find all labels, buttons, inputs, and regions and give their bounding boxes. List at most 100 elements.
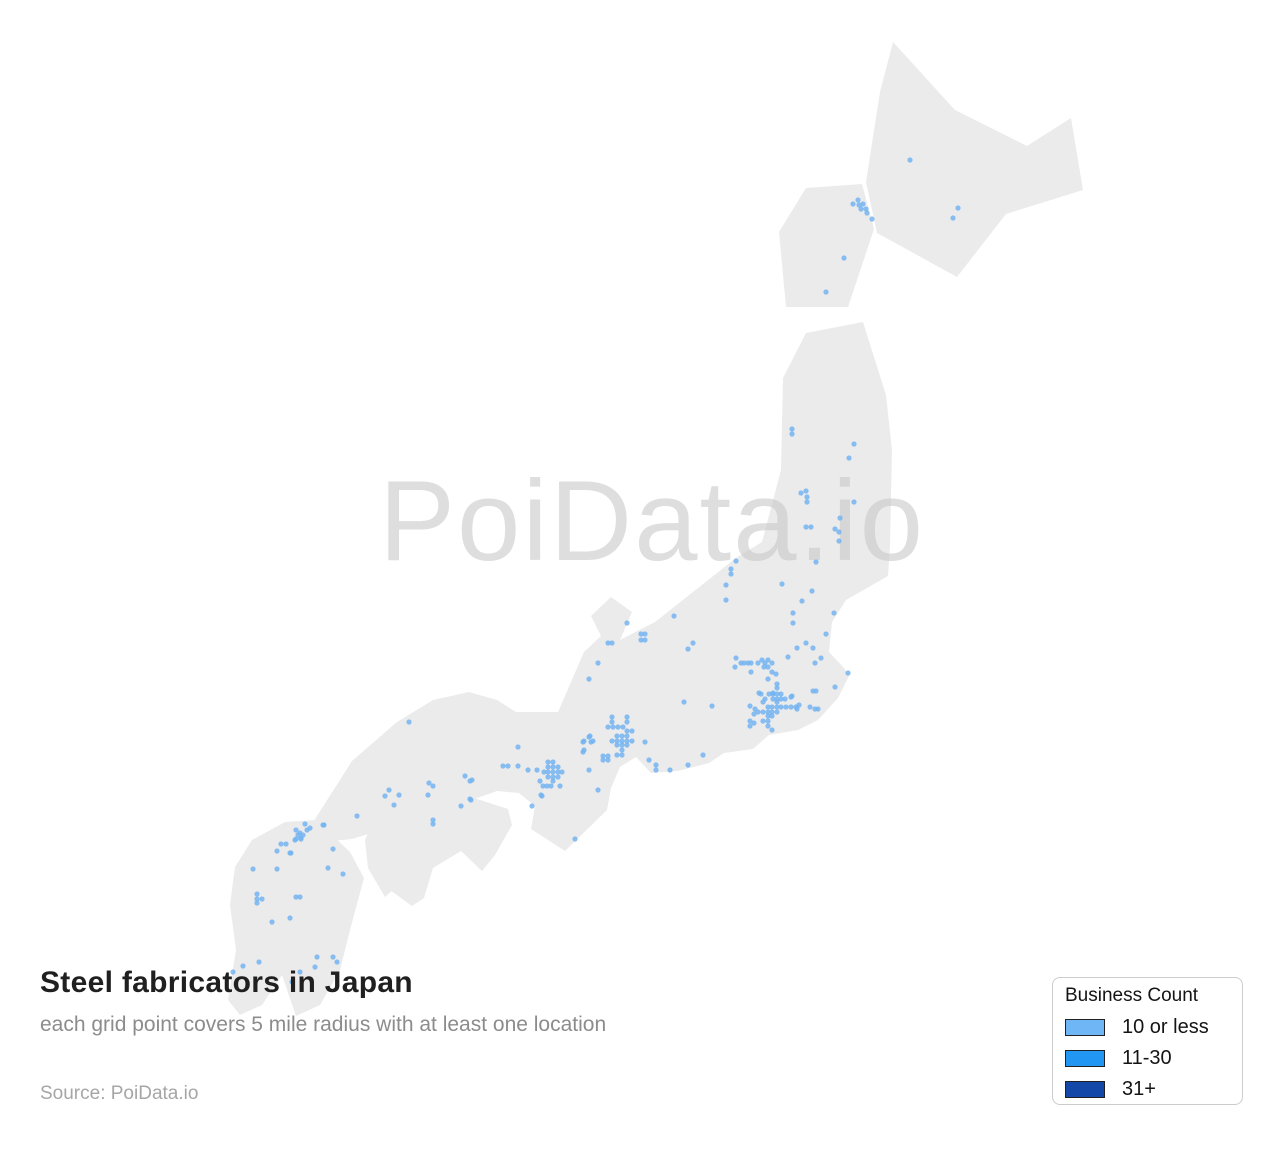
poi-dot <box>550 774 556 780</box>
poi-dot <box>769 713 775 719</box>
poi-dot <box>765 704 771 710</box>
poi-dot <box>638 631 644 637</box>
poi-dot <box>733 655 739 661</box>
poi-dot <box>620 724 626 730</box>
poi-dot <box>334 959 340 965</box>
poi-dot <box>769 727 775 733</box>
poi-dot <box>295 832 301 838</box>
poi-dot <box>614 742 620 748</box>
poi-dot <box>624 742 630 748</box>
poi-dot <box>770 691 776 697</box>
poi-dot <box>741 660 747 666</box>
poi-dot <box>832 684 838 690</box>
poi-dot <box>300 832 306 838</box>
poi-dot <box>788 694 794 700</box>
poi-dot <box>540 783 546 789</box>
poi-dot <box>605 757 611 763</box>
poi-dot <box>325 865 331 871</box>
poi-dot <box>765 676 771 682</box>
poi-dot <box>430 817 436 823</box>
poi-dot <box>851 499 857 505</box>
poi-dot <box>823 631 829 637</box>
poi-dot <box>765 713 771 719</box>
hokkaido-landmass <box>866 42 1083 277</box>
poi-dot <box>274 866 280 872</box>
poi-dot <box>785 654 791 660</box>
poi-dot <box>667 767 673 773</box>
poi-dot <box>254 891 260 897</box>
poi-dot <box>823 289 829 295</box>
legend-box: Business Count 10 or less 11-30 31+ <box>1052 977 1243 1105</box>
poi-dot <box>782 696 788 702</box>
poi-dot <box>287 915 293 921</box>
poi-dot <box>804 499 810 505</box>
poi-dot <box>723 582 729 588</box>
poi-dot <box>557 783 563 789</box>
chart-subtitle: each grid point covers 5 mile radius wit… <box>40 1013 607 1036</box>
poi-dot <box>836 529 842 535</box>
poi-dot <box>807 704 813 710</box>
poi-dot <box>269 919 275 925</box>
poi-dot <box>559 769 565 775</box>
poi-dot <box>845 670 851 676</box>
poi-dot <box>774 699 780 705</box>
poi-dot <box>619 738 625 744</box>
poi-dot <box>505 763 511 769</box>
poi-dot <box>851 441 857 447</box>
poi-dot <box>624 728 630 734</box>
poi-dot <box>653 767 659 773</box>
poi-dot <box>250 866 256 872</box>
poi-dot <box>831 610 837 616</box>
poi-dot <box>723 597 729 603</box>
poi-dot <box>761 664 767 670</box>
poi-dot <box>278 841 284 847</box>
poi-dot <box>259 896 265 902</box>
legend-label: 10 or less <box>1122 1015 1209 1038</box>
poi-dot <box>812 660 818 666</box>
poi-dot <box>304 827 310 833</box>
poi-dot <box>614 752 620 758</box>
poi-dot <box>467 778 473 784</box>
poi-dot <box>430 783 436 789</box>
poi-dot <box>254 900 260 906</box>
poi-dot <box>813 559 819 565</box>
poi-dot <box>747 723 753 729</box>
poi-dot <box>581 738 587 744</box>
poi-dot <box>386 787 392 793</box>
poi-dot <box>789 431 795 437</box>
poi-dot <box>595 787 601 793</box>
poi-dot <box>586 767 592 773</box>
poi-dot <box>815 706 821 712</box>
poi-dot <box>425 792 431 798</box>
poi-dot <box>297 969 303 975</box>
watermark: PoiData.io <box>379 458 925 585</box>
poi-dot <box>748 669 754 675</box>
poi-dot <box>298 836 304 842</box>
poi-dot <box>799 598 805 604</box>
poi-dot-layer <box>230 157 961 985</box>
poi-dot <box>809 588 815 594</box>
poi-dot <box>500 763 506 769</box>
poi-dot <box>586 676 592 682</box>
poi-dot <box>391 802 397 808</box>
legend-swatch-31-plus <box>1065 1080 1105 1098</box>
poi-dot <box>765 664 771 670</box>
poi-dot <box>624 733 630 739</box>
poi-dot <box>790 620 796 626</box>
poi-dot <box>850 201 856 207</box>
poi-dot <box>545 769 551 775</box>
poi-dot <box>619 752 625 758</box>
shikoku-landmass <box>382 796 512 906</box>
poi-dot <box>274 848 280 854</box>
poi-dot <box>837 515 843 521</box>
poi-dot <box>590 738 596 744</box>
poi-dot <box>544 783 550 789</box>
poi-dot <box>765 709 771 715</box>
poi-dot <box>770 696 776 702</box>
legend-label: 11-30 <box>1122 1046 1172 1069</box>
poi-dot <box>605 753 611 759</box>
poi-dot <box>709 703 715 709</box>
poi-dot <box>751 720 757 726</box>
poi-dot <box>769 660 775 666</box>
